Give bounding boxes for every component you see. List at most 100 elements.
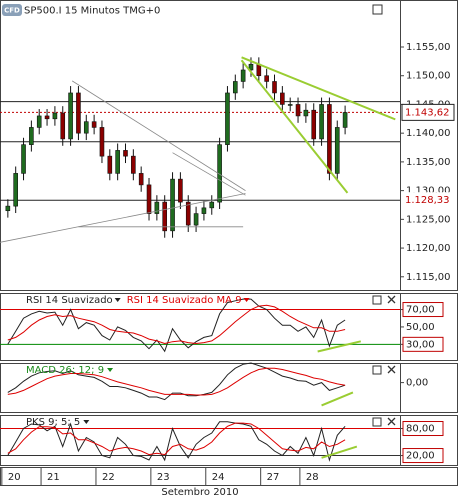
trend-line	[0, 193, 246, 243]
y-tick-box	[402, 448, 444, 464]
logo: CFD	[4, 7, 20, 15]
maximize-button[interactable]	[372, 365, 382, 375]
x-tick-label: 20	[8, 472, 21, 483]
dropdown-arrow	[243, 298, 250, 302]
candle-body	[44, 115, 50, 120]
y-tick-label: 1.150,00	[406, 71, 451, 82]
candle-body	[256, 63, 262, 77]
x-tick-label: 22	[102, 472, 115, 483]
candle-body	[303, 109, 309, 117]
dropdown-arrow	[114, 298, 121, 302]
indicator-line	[7, 421, 346, 462]
y-tick-label: 1.130,00	[406, 186, 451, 197]
candle-body	[280, 92, 285, 105]
candle-body	[319, 104, 324, 140]
candle-body	[264, 75, 269, 82]
trend-line	[172, 152, 246, 196]
indicator-line	[7, 298, 346, 353]
candle-body	[240, 69, 246, 82]
y-tick-box	[402, 336, 444, 352]
candle-body	[29, 127, 34, 145]
logo-box	[2, 4, 22, 16]
indicator-line	[7, 362, 346, 401]
candle-body	[162, 201, 168, 232]
candle-body	[232, 81, 238, 94]
panel-title: PKS 9; 5; 5	[26, 417, 80, 428]
maximize-button[interactable]	[372, 295, 382, 305]
candle-body	[193, 213, 199, 226]
y-tick-label: 0,00	[406, 378, 428, 389]
candle-body	[107, 155, 113, 174]
y-tick-label: 20,00	[406, 451, 435, 462]
candle-body	[170, 178, 175, 232]
y-tick-label: 80,00	[406, 424, 435, 435]
indicator-line	[7, 367, 346, 396]
candle-body	[178, 178, 183, 203]
panel-title: MACD 26; 12; 9	[26, 365, 104, 376]
y-tick-label: 1.140,00	[406, 128, 451, 139]
trend-line	[240, 59, 349, 194]
y-tick-label: 1.135,00	[406, 157, 451, 168]
maximize-button[interactable]	[372, 417, 382, 427]
price-box	[401, 103, 455, 121]
price-box	[402, 192, 454, 209]
chart-title: SP500.I 15 Minutos TMG+0	[24, 6, 160, 17]
y-tick-label: 1.115,00	[406, 272, 451, 283]
candle-body	[123, 150, 128, 157]
candle-body	[146, 184, 152, 214]
indicator-line	[7, 422, 346, 456]
candle-body	[311, 109, 317, 140]
y-tick-box	[402, 302, 444, 318]
candle-body	[209, 201, 215, 209]
legend-entry: RSI 14 Suavizado	[26, 295, 113, 306]
candle-body	[248, 63, 254, 71]
dropdown-arrow	[107, 368, 114, 372]
candle-body	[115, 150, 120, 174]
candle-body	[185, 201, 191, 226]
trend-line	[321, 445, 358, 459]
candle-body	[99, 127, 105, 157]
candle-body	[334, 127, 340, 174]
price-label: 1.128,33	[405, 195, 450, 206]
dropdown-arrow	[83, 420, 90, 424]
candle-body	[225, 92, 230, 145]
maximize-button[interactable]	[372, 4, 383, 15]
candle-body	[295, 104, 301, 117]
candle-body	[131, 155, 136, 174]
candle-body	[83, 121, 89, 134]
y-tick-label: 1.120,00	[406, 243, 451, 254]
candle-body	[21, 144, 26, 174]
candle-body	[327, 104, 332, 174]
candle-body	[91, 121, 97, 128]
candle-body	[287, 104, 293, 106]
x-tick-label: 27	[267, 472, 280, 483]
x-tick-label: 28	[306, 472, 319, 483]
indicator-line	[7, 304, 346, 345]
candle-body	[5, 205, 11, 212]
candle-body	[13, 173, 18, 207]
trend-line	[321, 391, 354, 407]
trend-line	[241, 56, 396, 121]
y-tick-label: 1.125,00	[406, 214, 451, 225]
y-tick-box	[402, 421, 444, 437]
close-button[interactable]	[387, 365, 396, 374]
x-tick-label: 21	[47, 472, 60, 483]
price-label: 1.143,62	[405, 107, 450, 118]
y-tick-label: 70,00	[406, 305, 435, 316]
close-button[interactable]	[387, 417, 396, 426]
x-axis-label: Setembro 2010	[161, 487, 238, 498]
candle-body	[154, 201, 160, 214]
close-button[interactable]	[387, 295, 396, 304]
candle-body	[52, 112, 58, 120]
trend-line	[71, 80, 246, 191]
x-tick-label: 23	[157, 472, 170, 483]
candle-body	[36, 115, 42, 128]
trend-line	[317, 340, 362, 353]
y-tick-label: 50,00	[406, 322, 435, 333]
candle-body	[68, 92, 73, 140]
candle-body	[272, 81, 277, 94]
candle-body	[76, 92, 81, 134]
y-tick-label: 1.155,00	[406, 42, 451, 53]
candle-body	[342, 112, 348, 128]
